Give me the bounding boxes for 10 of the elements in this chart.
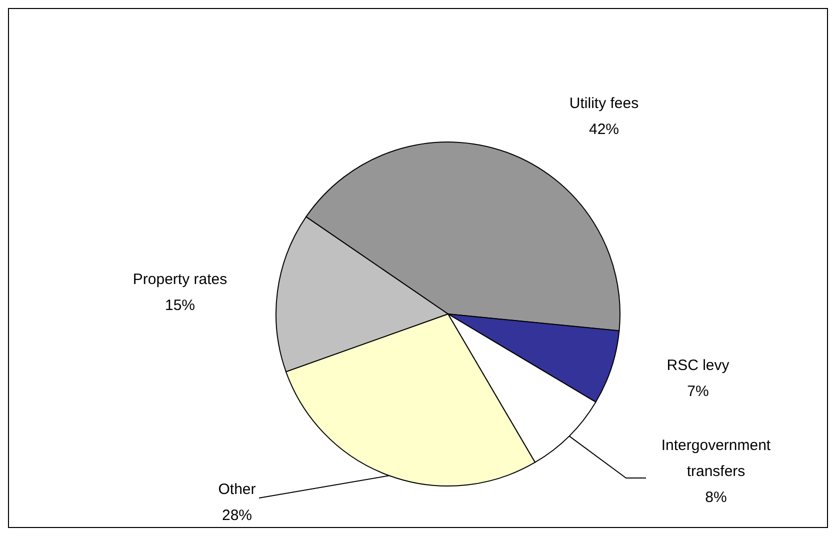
slice-label: RSC levy (666, 357, 730, 374)
data-label: 28% (222, 507, 252, 524)
slice-label: Other (218, 481, 256, 498)
data-label: 8% (705, 489, 727, 506)
data-label: 42% (588, 121, 620, 138)
slice-label: Property rates (132, 271, 228, 288)
data-label: 15% (164, 297, 196, 314)
data-label: 7% (687, 383, 709, 400)
slice-label: Utility fees (569, 95, 639, 112)
slice-label: Intergovernment transfers (661, 437, 772, 480)
